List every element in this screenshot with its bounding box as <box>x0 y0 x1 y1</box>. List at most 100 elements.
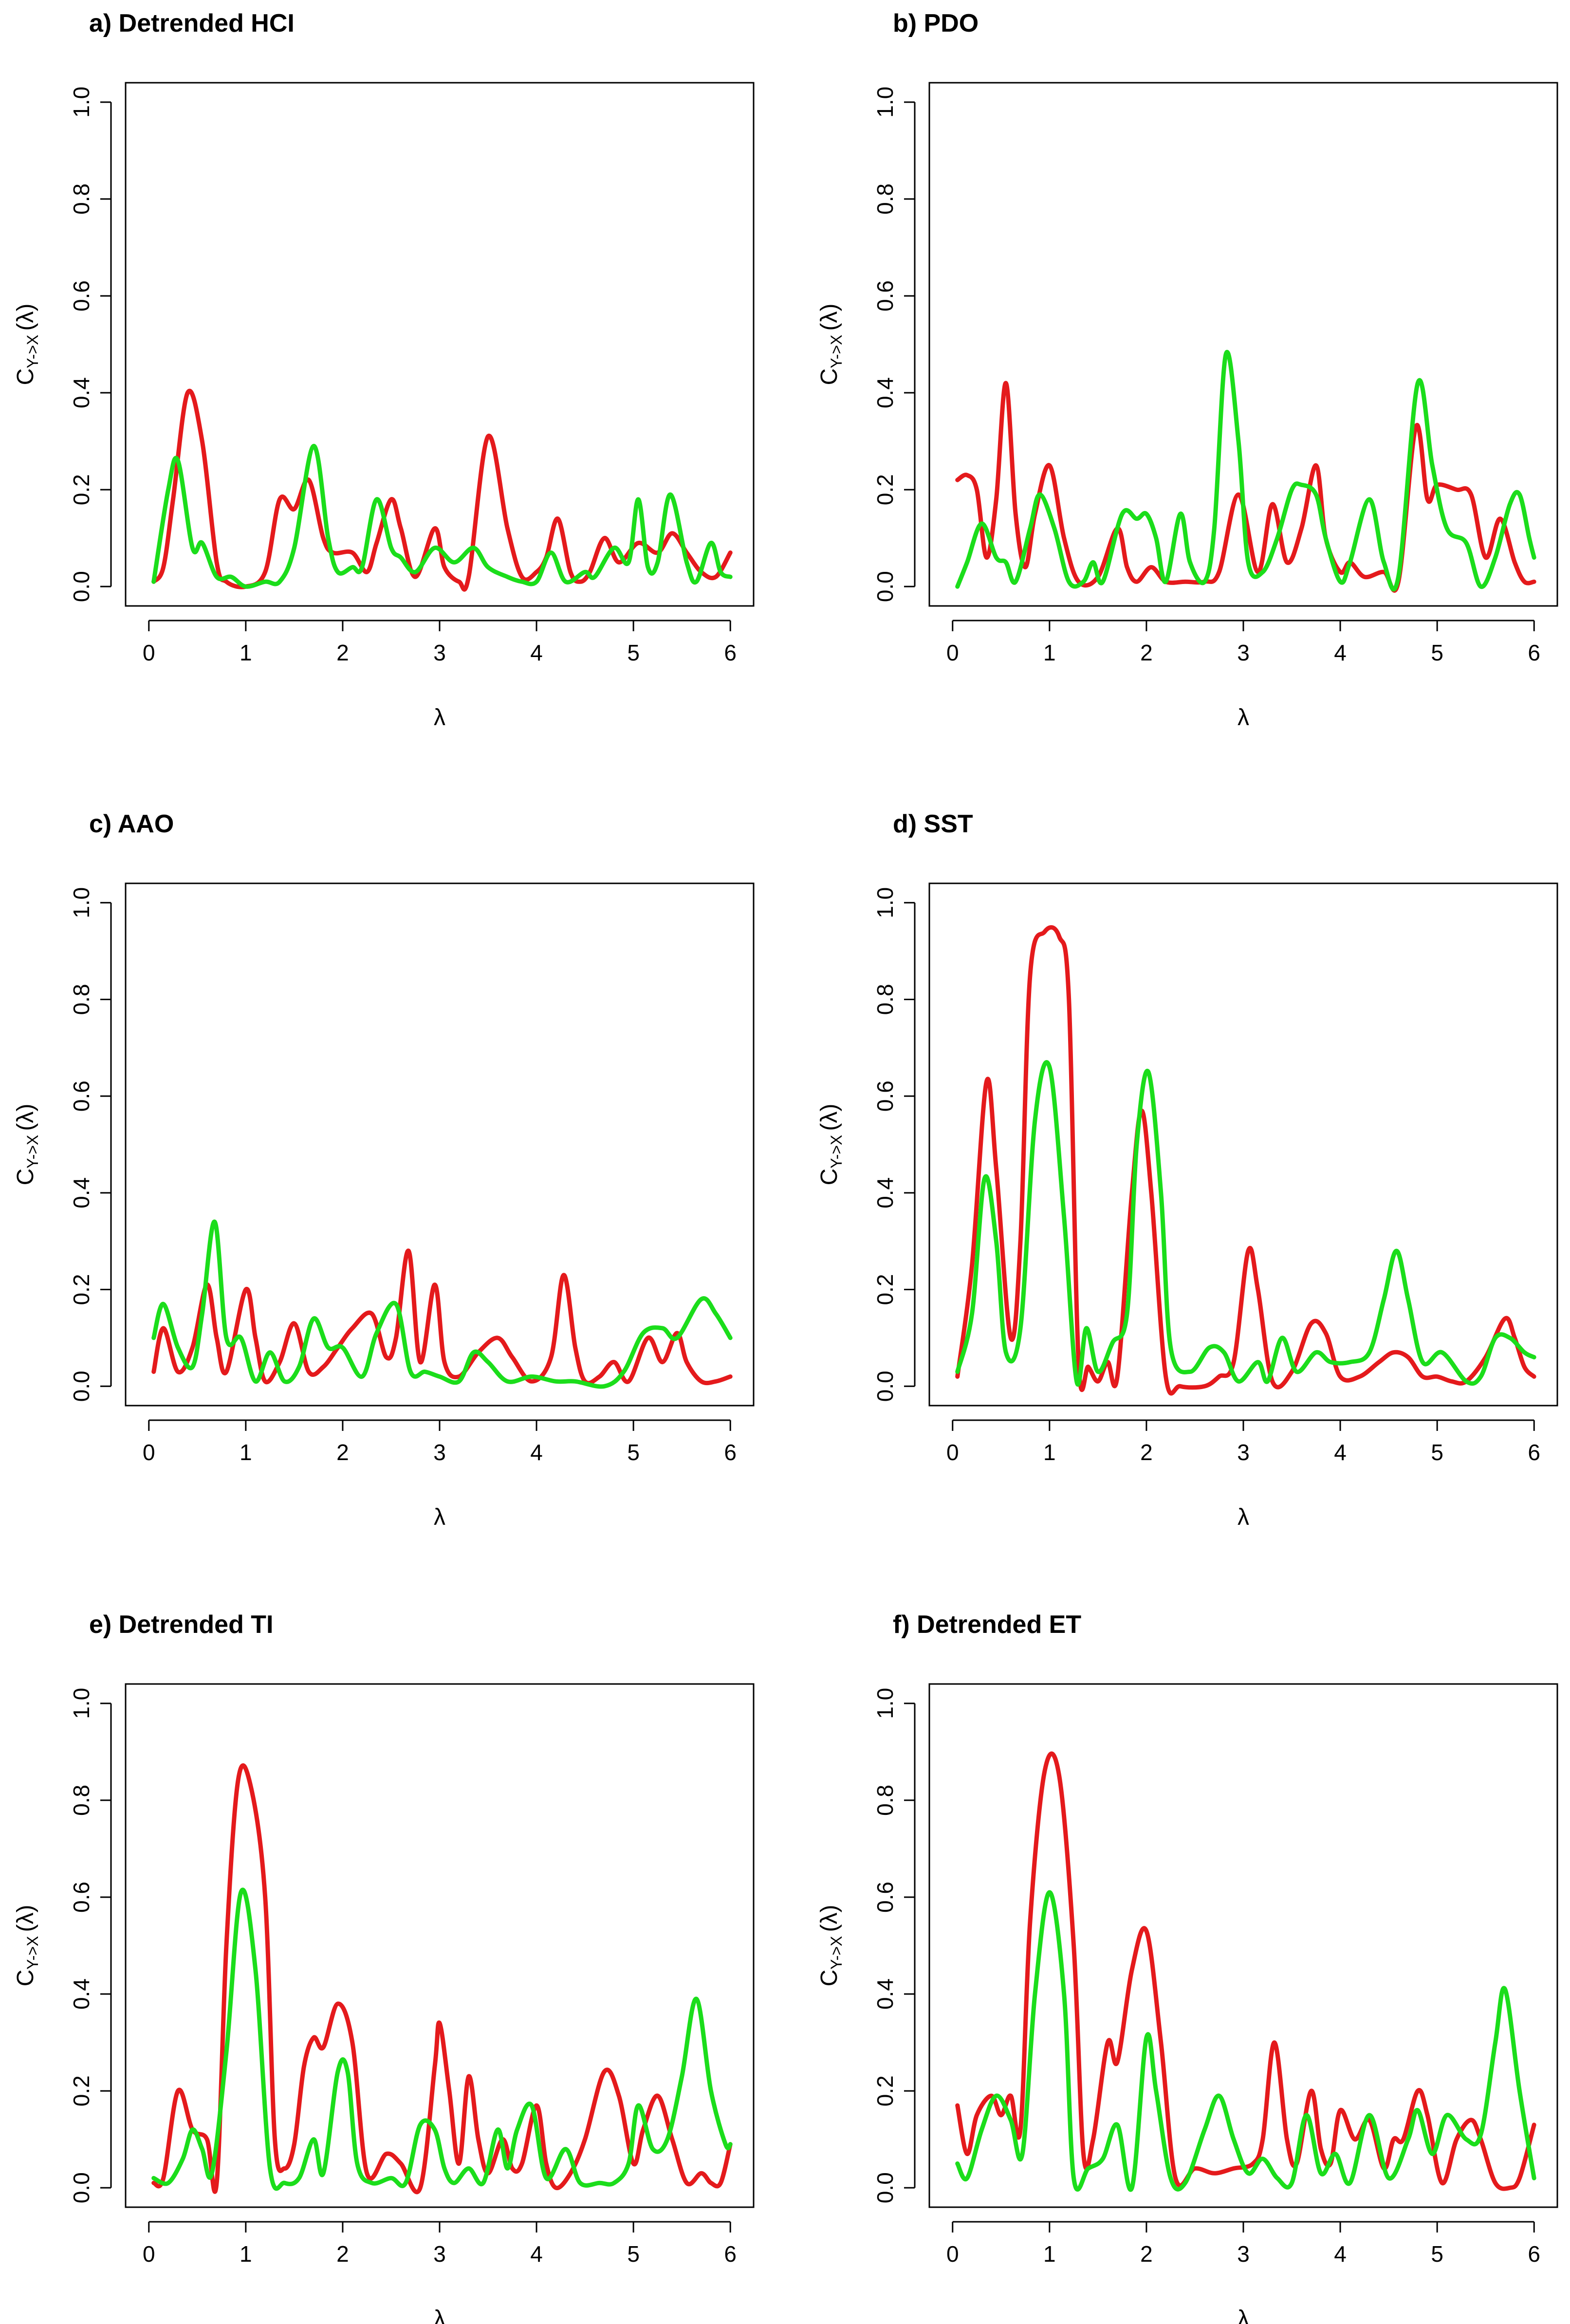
plot-frame <box>125 82 755 607</box>
y-tick-label: 1.0 <box>69 887 94 918</box>
x-tick-label: 5 <box>1431 2241 1443 2267</box>
x-tick-label: 5 <box>627 640 640 665</box>
x-tick-label: 6 <box>1528 1440 1540 1465</box>
y-tick-label: 0.2 <box>69 1274 94 1305</box>
plot-frame <box>125 882 755 1407</box>
x-tick-label: 3 <box>433 640 446 665</box>
y-label-main: C <box>13 1169 38 1186</box>
y-tick-label: 1.0 <box>872 1688 898 1719</box>
plot-frame <box>928 882 1558 1407</box>
y-tick-label: 0.0 <box>872 571 898 602</box>
y-axis-label: CY->X (λ) <box>13 1104 41 1186</box>
x-tick-label: 3 <box>1237 640 1250 665</box>
panel-title: d) SST <box>893 810 973 838</box>
plot-frame <box>125 1683 755 2208</box>
x-tick-label: 2 <box>1140 2241 1153 2267</box>
y-axis-label: CY->X (λ) <box>13 1905 41 1987</box>
y-tick-label: 0.8 <box>69 1785 94 1816</box>
x-tick-label: 2 <box>336 1440 349 1465</box>
panel-2: c) AAO 0 1 2 3 4 5 6 λ 0.0 0.2 0.4 0.6 0.8 1.0 CY->X (λ) <box>13 810 755 1530</box>
y-axis-label: CY->X (λ) <box>816 304 845 385</box>
x-tick-label: 2 <box>1140 640 1153 665</box>
plot-frame <box>928 82 1558 607</box>
x-tick-label: 6 <box>724 640 737 665</box>
y-label-main: C <box>13 1970 38 1987</box>
y-tick-label: 1.0 <box>69 1688 94 1719</box>
x-tick-label: 6 <box>724 1440 737 1465</box>
panel-title: e) Detrended TI <box>89 1610 274 1639</box>
y-tick-label: 0.6 <box>872 1080 898 1112</box>
x-tick-label: 0 <box>143 2241 155 2267</box>
x-tick-label: 1 <box>240 640 252 665</box>
x-axis-label: λ <box>1238 705 1249 731</box>
y-tick-label: 0.8 <box>872 984 898 1015</box>
y-tick-label: 0.6 <box>872 1882 898 1913</box>
y-label-sub: Y->X <box>24 1135 41 1169</box>
y-label-main: C <box>816 1970 842 1987</box>
y-tick-label: 0.2 <box>69 474 94 505</box>
x-tick-label: 0 <box>143 640 155 665</box>
y-label-sub: Y->X <box>828 335 845 368</box>
y-label-main: C <box>816 368 842 385</box>
y-axis-label: CY->X (λ) <box>816 1104 845 1186</box>
x-tick-label: 4 <box>530 2241 543 2267</box>
y-tick-label: 0.6 <box>69 1882 94 1913</box>
y-axis-label: CY->X (λ) <box>13 304 41 385</box>
y-tick-label: 0.2 <box>69 2075 94 2106</box>
y-label-suffix: (λ) <box>816 1905 842 1932</box>
x-axis-label: λ <box>434 1504 445 1530</box>
x-tick-label: 6 <box>724 2241 737 2267</box>
y-label-sub: Y->X <box>24 1936 41 1970</box>
y-tick-label: 0.0 <box>872 1371 898 1402</box>
panel-0: a) Detrended HCI 0 1 2 3 4 5 6 λ 0.0 0.2 0.4 0.6 0.8 1… <box>13 9 755 731</box>
x-tick-label: 4 <box>530 1440 543 1465</box>
x-tick-label: 4 <box>1334 1440 1347 1465</box>
y-tick-label: 0.6 <box>872 280 898 311</box>
y-tick-label: 0.6 <box>69 280 94 311</box>
panel-title: f) Detrended ET <box>893 1610 1081 1639</box>
x-tick-label: 5 <box>1431 1440 1443 1465</box>
series-line-red <box>955 925 1536 1396</box>
series-line-green <box>151 1219 733 1389</box>
x-axis-label: λ <box>1238 1504 1249 1530</box>
series-line-green <box>955 1060 1536 1387</box>
x-tick-label: 0 <box>946 640 959 665</box>
series-line-red <box>955 1751 1536 2191</box>
panel-title: a) Detrended HCI <box>89 9 295 37</box>
x-tick-label: 3 <box>1237 1440 1250 1465</box>
x-tick-label: 1 <box>240 2241 252 2267</box>
panel-1: b) PDO 0 1 2 3 4 5 6 λ 0.0 0.2 0.4 0.6 0.8 1.0 CY->X (λ) <box>816 9 1558 731</box>
y-tick-label: 0.2 <box>872 474 898 505</box>
y-tick-label: 0.4 <box>872 1978 898 2010</box>
x-tick-label: 3 <box>433 1440 446 1465</box>
series-line-red <box>151 1763 733 2195</box>
y-label-sub: Y->X <box>24 335 41 368</box>
y-tick-label: 1.0 <box>69 87 94 118</box>
plot-frame <box>928 1683 1558 2208</box>
panel-title: b) PDO <box>893 9 979 37</box>
y-tick-label: 0.2 <box>872 2075 898 2106</box>
y-label-suffix: (λ) <box>13 304 38 331</box>
y-tick-label: 0.4 <box>872 1177 898 1208</box>
panel-5: f) Detrended ET 0 1 2 3 4 5 6 λ 0.0 0.2 0.4 0.6 0.8 1.… <box>816 1610 1558 2324</box>
x-tick-label: 2 <box>336 640 349 665</box>
panel-3: d) SST 0 1 2 3 4 5 6 λ 0.0 0.2 0.4 0.6 0.8 1.0 CY->X (λ) <box>816 810 1558 1530</box>
x-tick-label: 5 <box>627 2241 640 2267</box>
y-tick-label: 0.0 <box>872 2172 898 2203</box>
x-tick-label: 3 <box>433 2241 446 2267</box>
y-axis-label: CY->X (λ) <box>816 1905 845 1987</box>
y-tick-label: 0.0 <box>69 571 94 602</box>
x-tick-label: 2 <box>336 2241 349 2267</box>
y-tick-label: 0.4 <box>69 1978 94 2010</box>
series-line-red <box>151 388 733 592</box>
y-tick-label: 0.0 <box>69 1371 94 1402</box>
y-tick-label: 0.4 <box>69 1177 94 1208</box>
y-tick-label: 0.4 <box>872 377 898 408</box>
y-tick-label: 0.2 <box>872 1274 898 1305</box>
x-tick-label: 4 <box>530 640 543 665</box>
x-tick-label: 0 <box>946 1440 959 1465</box>
series-line-green <box>955 1890 1536 2192</box>
x-tick-label: 5 <box>1431 640 1443 665</box>
panel-4: e) Detrended TI 0 1 2 3 4 5 6 λ 0.0 0.2 0.4 0.6 0.8 1.… <box>13 1610 755 2324</box>
